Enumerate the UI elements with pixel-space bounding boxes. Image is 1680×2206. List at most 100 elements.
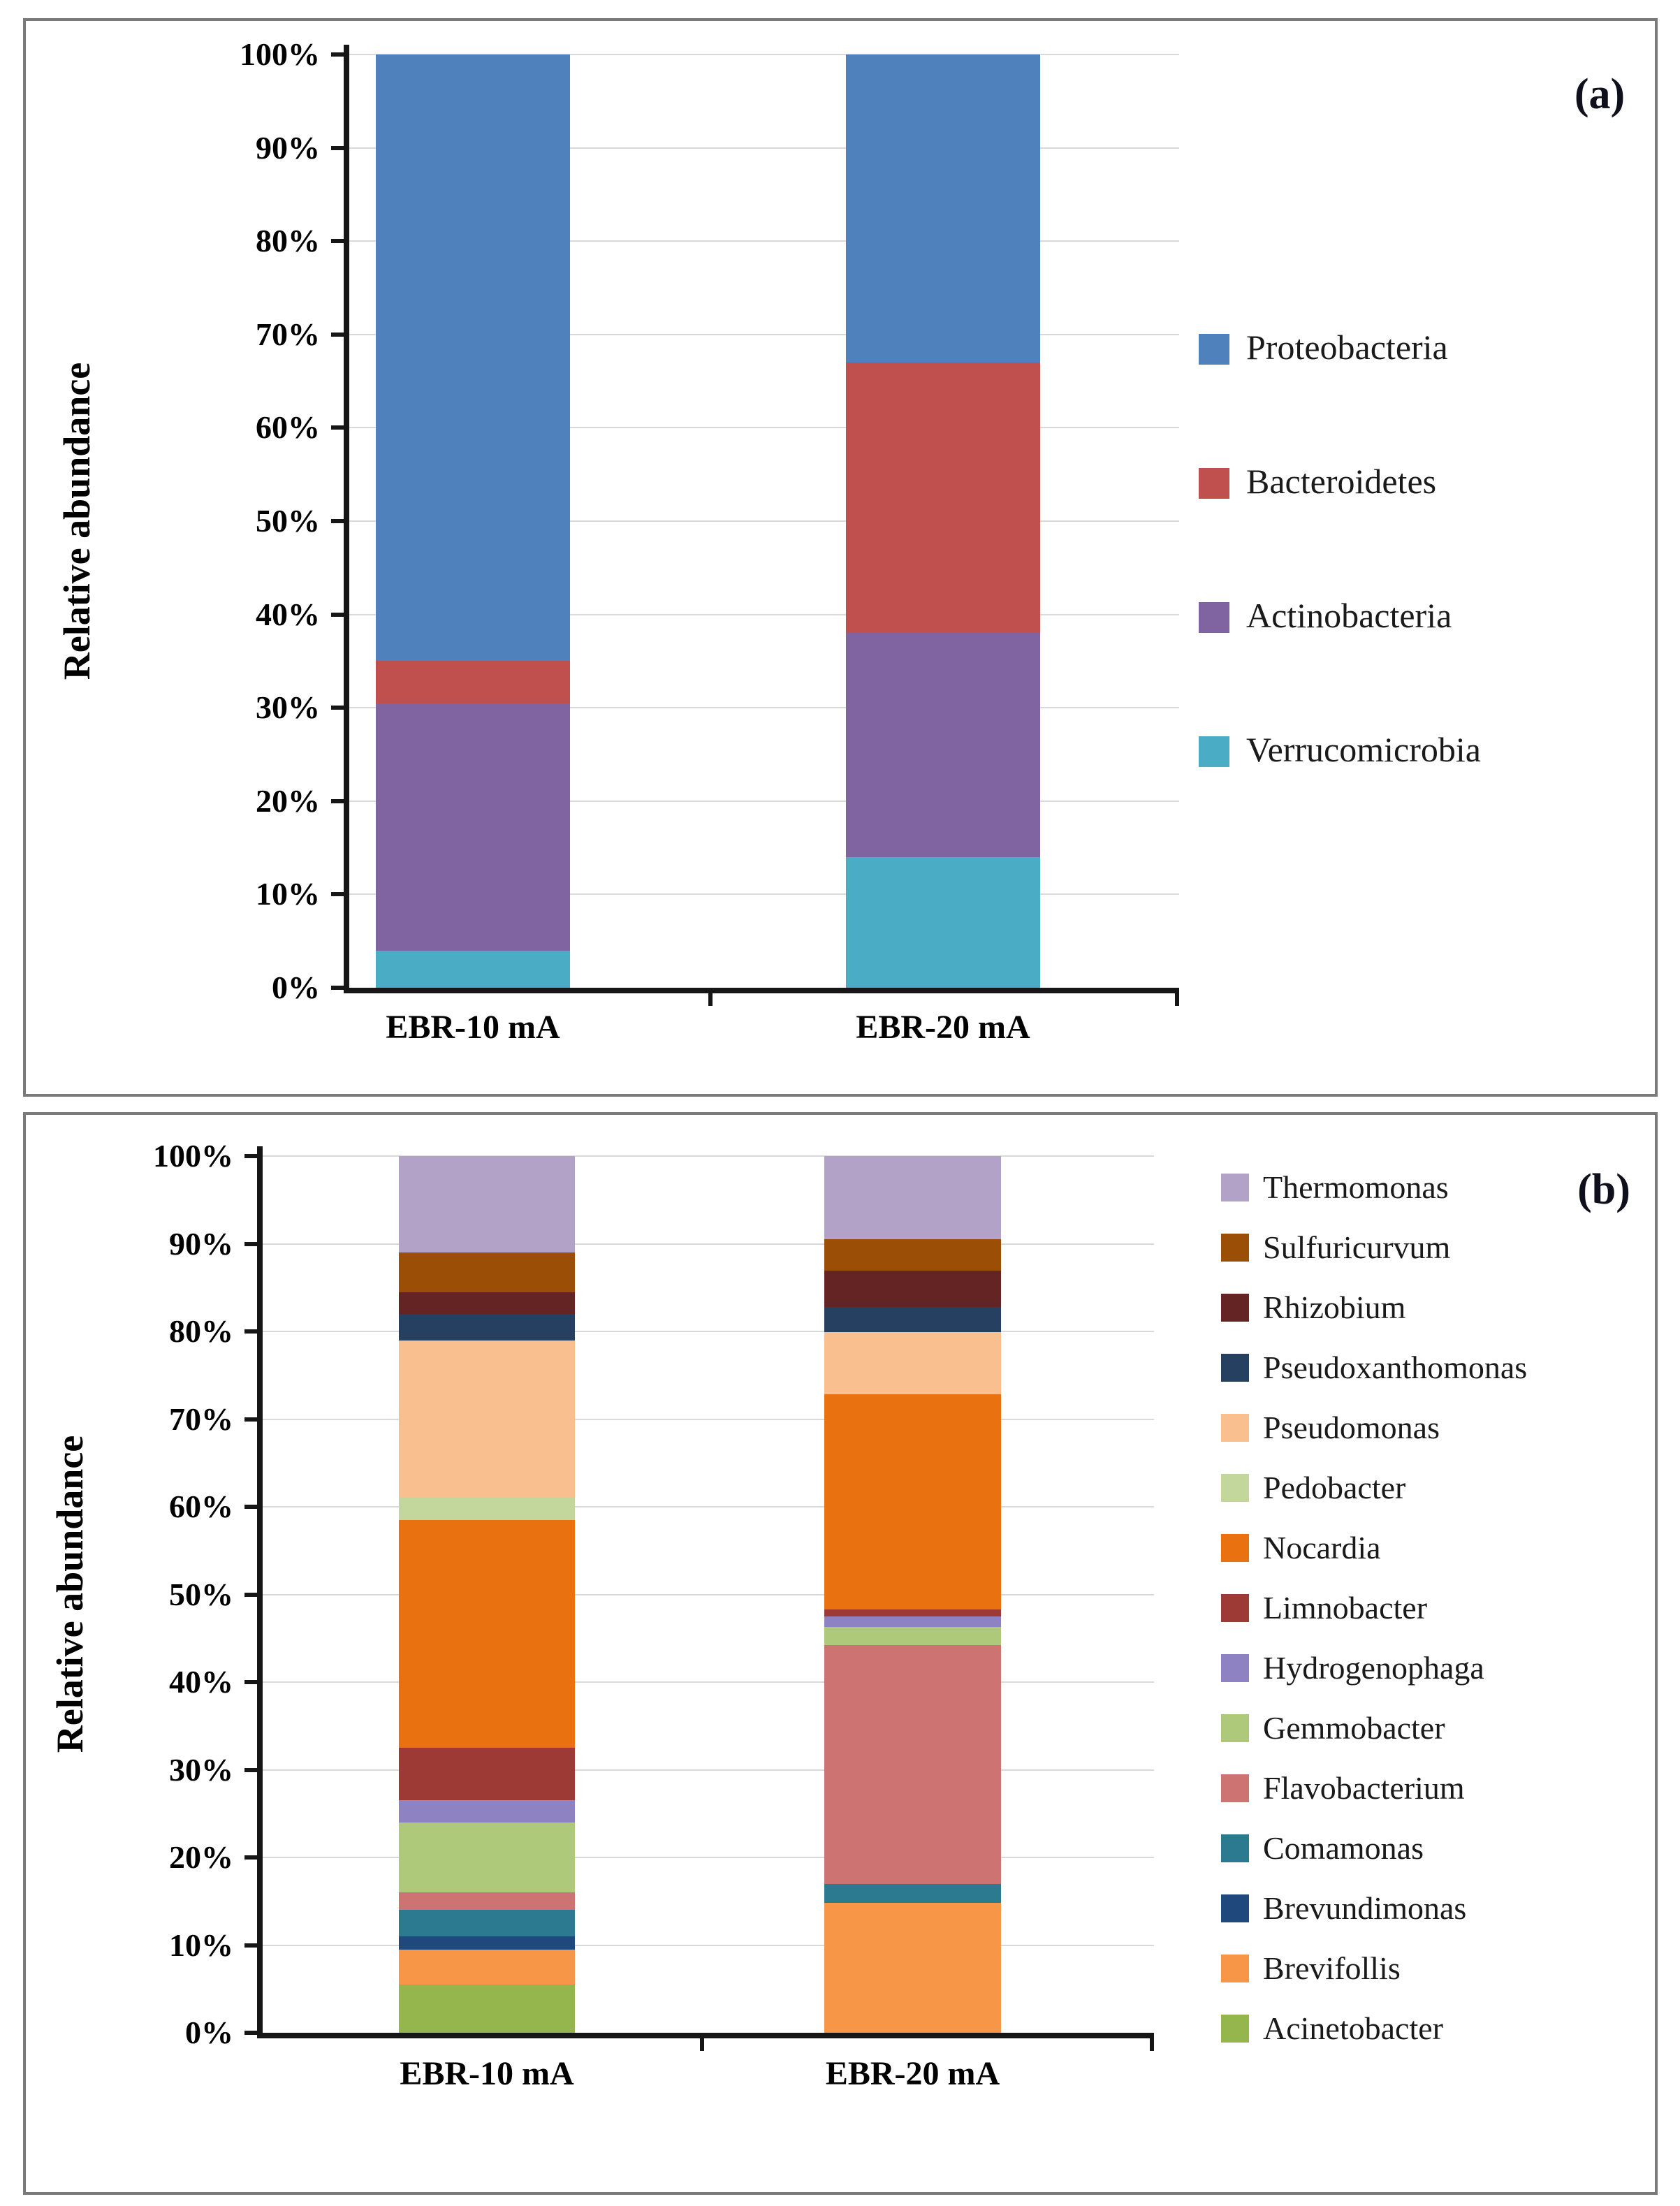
bar-segment-ebr-20-ma-nocardia <box>824 1394 1001 1609</box>
bar-segment-ebr-20-ma-comamonas <box>824 1883 1001 1904</box>
panel-b-gridline-90 <box>263 1243 1154 1245</box>
bar-segment-ebr-20-ma-limnobacter <box>824 1609 1001 1616</box>
legend-label-proteobacteria: Proteobacteria <box>1246 328 1448 367</box>
legend-swatch-pedobacter <box>1221 1474 1249 1502</box>
panel-a-y-tick-70 <box>331 332 344 337</box>
bar-segment-ebr-20-ma-flavobacterium <box>824 1645 1001 1884</box>
panel-a-y-tick-30 <box>331 706 344 710</box>
legend-label-brevifollis: Brevifollis <box>1263 1950 1401 1986</box>
legend-swatch-thermomonas <box>1221 1174 1249 1201</box>
legend-swatch-limnobacter <box>1221 1594 1249 1622</box>
panel-b-y-tick-90 <box>244 1241 257 1246</box>
panel-a-category-label-ebr-10-ma: EBR-10 mA <box>386 1009 560 1046</box>
bar-segment-ebr-10-ma-proteobacteria <box>376 54 570 662</box>
panel-a-y-tick-label-70: 70% <box>256 316 320 352</box>
legend-swatch-bacteroidetes <box>1199 468 1229 499</box>
panel-a-gridline-50 <box>349 520 1179 522</box>
panel-a-y-tick-label-10: 10% <box>256 876 320 912</box>
bar-segment-ebr-10-ma-gemmobacter <box>399 1822 575 1893</box>
panel-b-category-label-ebr-20-ma: EBR-20 mA <box>825 2055 1000 2092</box>
legend-label-gemmobacter: Gemmobacter <box>1263 1709 1445 1746</box>
legend-swatch-brevifollis <box>1221 1955 1249 1982</box>
bar-segment-ebr-20-ma-rhizobium <box>824 1271 1001 1307</box>
panel-a-y-tick-label-60: 60% <box>256 409 320 446</box>
panel-b-y-tick-80 <box>244 1329 257 1334</box>
legend-label-hydrogenophaga: Hydrogenophaga <box>1263 1649 1484 1686</box>
legend-label-flavobacterium: Flavobacterium <box>1263 1769 1465 1806</box>
legend-swatch-comamonas <box>1221 1834 1249 1862</box>
bar-segment-ebr-10-ma-acinetobacter <box>399 1984 575 2033</box>
bar-segment-ebr-10-ma-sulfuricurvum <box>399 1252 575 1292</box>
panel-a-y-tick-label-30: 30% <box>256 689 320 726</box>
legend-swatch-flavobacterium <box>1221 1774 1249 1802</box>
panel-b-gridline-40 <box>263 1681 1154 1683</box>
panel-b-x-tick-0 <box>700 2038 704 2051</box>
bar-segment-ebr-10-ma-actinobacteria <box>376 703 570 951</box>
panel-a-y-axis-line <box>344 45 349 993</box>
legend-label-rhizobium: Rhizobium <box>1263 1289 1406 1325</box>
panel-a-y-tick-0 <box>331 986 344 990</box>
panel-a-gridline-100 <box>349 54 1179 55</box>
legend-label-bacteroidetes: Bacteroidetes <box>1246 462 1437 501</box>
panel-a-gridline-40 <box>349 613 1179 615</box>
panel-a-gridline-20 <box>349 800 1179 802</box>
legend-swatch-acinetobacter <box>1221 2015 1249 2043</box>
panel-b-gridline-30 <box>263 1769 1154 1771</box>
bar-segment-ebr-10-ma-thermomonas <box>399 1156 575 1253</box>
panel-b-gridline-80 <box>263 1331 1154 1332</box>
bar-segment-ebr-20-ma-sulfuricurvum <box>824 1239 1001 1271</box>
panel-a-x-tick-0 <box>708 993 713 1006</box>
bar-segment-ebr-10-ma-brevundimonas <box>399 1936 575 1950</box>
panel-a-y-tick-100 <box>331 52 344 57</box>
bar-segment-ebr-10-ma-flavobacterium <box>399 1892 575 1911</box>
panel-b-y-axis-line <box>257 1146 263 2038</box>
panel-a-x-tick-1 <box>1175 993 1179 1006</box>
legend-swatch-hydrogenophaga <box>1221 1654 1249 1682</box>
legend-swatch-actinobacteria <box>1199 602 1229 633</box>
panel-b-y-tick-label-30: 30% <box>169 1751 233 1788</box>
legend-swatch-gemmobacter <box>1221 1714 1249 1742</box>
bar-segment-ebr-20-ma-actinobacteria <box>846 633 1040 857</box>
panel-b-y-tick-20 <box>244 1855 257 1860</box>
legend-swatch-brevundimonas <box>1221 1894 1249 1922</box>
panel-b-gridline-20 <box>263 1857 1154 1858</box>
panel-a-y-tick-label-80: 80% <box>256 223 320 259</box>
bar-segment-ebr-10-ma-verrucomicrobia <box>376 950 570 988</box>
panel-a-y-tick-60 <box>331 425 344 430</box>
bar-segment-ebr-20-ma-brevifollis <box>824 1903 1001 2033</box>
panel-b-y-tick-label-20: 20% <box>169 1839 233 1875</box>
panel-a-y-tick-20 <box>331 798 344 803</box>
panel-b-y-tick-50 <box>244 1592 257 1597</box>
bar-segment-ebr-10-ma-rhizobium <box>399 1292 575 1314</box>
panel-a-label: (a) <box>1574 71 1626 118</box>
panel-b-y-tick-60 <box>244 1505 257 1509</box>
bar-segment-ebr-10-ma-pseudomonas <box>399 1340 575 1498</box>
bar-segment-ebr-10-ma-pseudoxanthomonas <box>399 1313 575 1341</box>
legend-label-acinetobacter: Acinetobacter <box>1263 2010 1443 2046</box>
panel-a-y-tick-label-20: 20% <box>256 782 320 819</box>
panel-a-y-tick-label-40: 40% <box>256 596 320 632</box>
panel-a-y-tick-80 <box>331 239 344 244</box>
panel-b-y-tick-70 <box>244 1417 257 1422</box>
bar-segment-ebr-10-ma-comamonas <box>399 1910 575 1936</box>
panel-b-label: (b) <box>1577 1166 1630 1213</box>
legend-swatch-pseudomonas <box>1221 1414 1249 1442</box>
panel-b-y-tick-label-90: 90% <box>169 1225 233 1262</box>
panel-b-x-axis-line <box>257 2033 1154 2038</box>
bar-segment-ebr-20-ma-pseudomonas <box>824 1332 1001 1395</box>
panel-a <box>23 18 1658 1097</box>
bar-segment-ebr-10-ma-nocardia <box>399 1519 575 1748</box>
panel-a-y-tick-40 <box>331 612 344 617</box>
panel-a-gridline-80 <box>349 240 1179 242</box>
legend-label-limnobacter: Limnobacter <box>1263 1589 1428 1626</box>
panel-b-y-tick-label-70: 70% <box>169 1401 233 1437</box>
legend-label-verrucomicrobia: Verrucomicrobia <box>1246 730 1481 769</box>
bar-segment-ebr-10-ma-hydrogenophaga <box>399 1800 575 1822</box>
legend-swatch-rhizobium <box>1221 1294 1249 1322</box>
bar-segment-ebr-20-ma-verrucomicrobia <box>846 856 1040 988</box>
panel-b-gridline-50 <box>263 1593 1154 1595</box>
bar-segment-ebr-10-ma-pedobacter <box>399 1498 575 1520</box>
legend-swatch-sulfuricurvum <box>1221 1234 1249 1262</box>
panel-a-category-label-ebr-20-ma: EBR-20 mA <box>856 1009 1030 1046</box>
panel-b-gridline-70 <box>263 1418 1154 1420</box>
